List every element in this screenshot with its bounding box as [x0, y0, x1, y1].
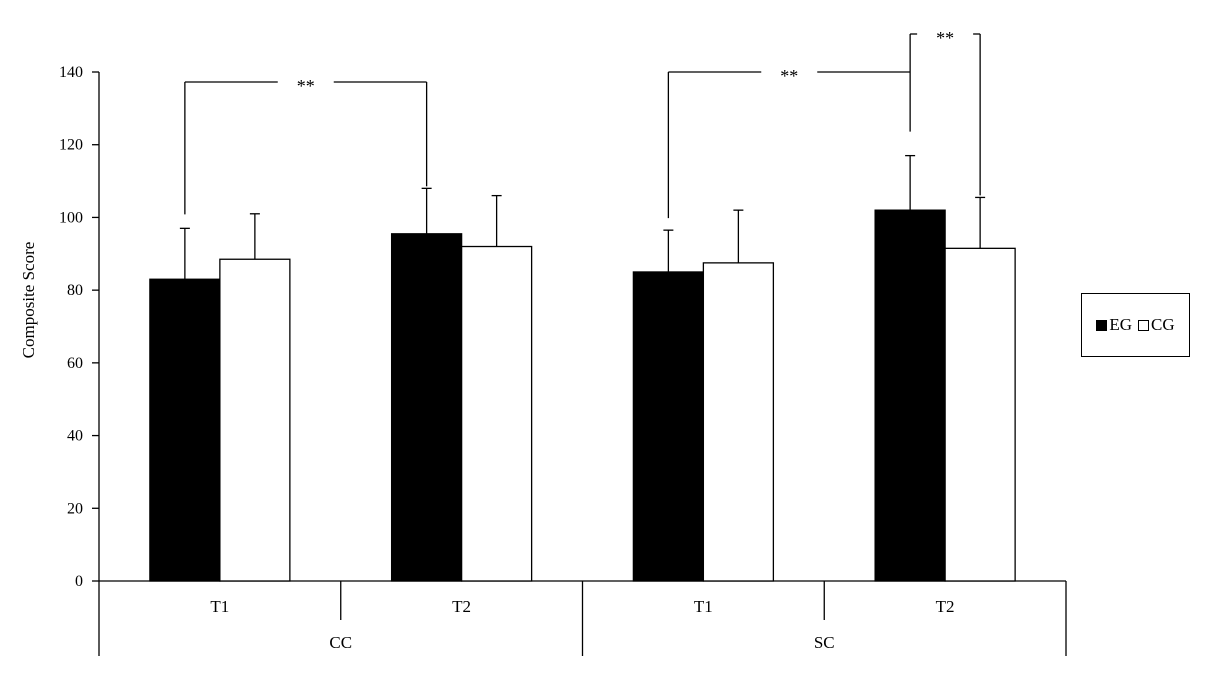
x-axis-labels: T1 T2 T1 T2 CC SC — [98, 581, 1067, 656]
bars — [149, 209, 1016, 582]
bar-eg-1 — [149, 278, 221, 582]
sig-bracket-sc-time-label: ** — [780, 66, 798, 86]
y-tick-label: 120 — [59, 137, 83, 154]
x-tick-label: T1 — [694, 597, 713, 616]
sig-bracket-sc-group-label: ** — [936, 28, 954, 48]
error-bars — [179, 154, 986, 280]
x-group-label: SC — [814, 633, 835, 652]
bar-eg-2 — [390, 233, 463, 582]
legend-item-eg: EG — [1096, 315, 1132, 335]
legend-label-eg: EG — [1109, 315, 1133, 334]
bar-cg-2 — [460, 245, 533, 582]
significance-brackets: ** ** ** — [184, 28, 981, 219]
sig-bracket-cc-label: ** — [297, 76, 315, 96]
y-tick-label: 0 — [75, 573, 83, 590]
y-tick-label: 100 — [59, 209, 83, 226]
legend-swatch-cg — [1138, 319, 1150, 331]
y-tick-label: 80 — [67, 282, 83, 299]
x-tick-label: T2 — [452, 597, 471, 616]
bar-eg-4 — [874, 209, 946, 582]
y-tick-label: 20 — [67, 500, 83, 517]
legend-label-cg: CG — [1151, 315, 1175, 334]
bar-cg-3 — [702, 262, 775, 582]
bar-cg-1 — [219, 258, 291, 582]
x-group-label: CC — [329, 633, 352, 652]
bar-eg-3 — [632, 271, 705, 582]
y-tick-label: 140 — [59, 64, 83, 81]
y-ticks: 0 20 40 60 80 100 120 140 — [59, 64, 99, 590]
legend-item-cg: CG — [1138, 315, 1175, 335]
x-tick-label: T1 — [210, 597, 229, 616]
x-tick-label: T2 — [936, 597, 955, 616]
legend: EG CG — [1081, 293, 1190, 357]
y-tick-label: 40 — [67, 428, 83, 445]
bar-cg-4 — [944, 247, 1016, 582]
y-tick-label: 60 — [67, 355, 83, 372]
legend-swatch-eg — [1096, 319, 1108, 331]
y-axis-label: Composite Score — [19, 242, 38, 359]
